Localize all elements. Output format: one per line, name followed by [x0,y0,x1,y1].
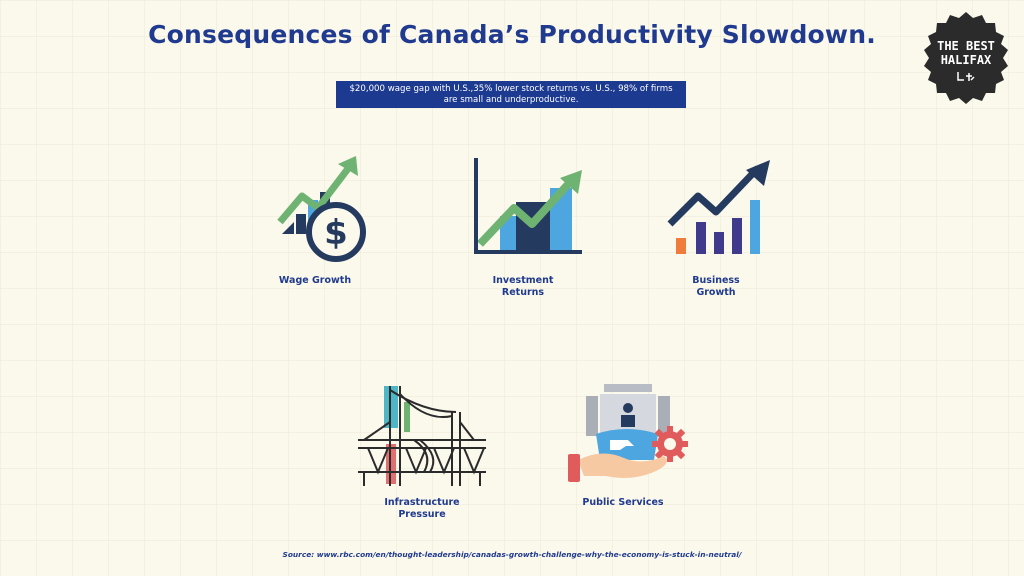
badge-line1: THE BEST [937,39,995,53]
investment-returns-icon [474,158,582,254]
brand-badge: THE BEST HALIFAX [924,12,1008,104]
badge-seal-shape [924,12,1008,104]
label-investment-returns: Investment Returns [492,275,554,298]
label-public-services: Public Services [582,497,664,508]
label-infrastructure-pressure: Infrastructure Pressure [384,497,460,520]
page-title: Consequences of Canada’s Productivity Sl… [148,20,876,49]
infrastructure-bridge-icon [358,386,486,486]
badge-line2: HALIFAX [941,53,992,67]
summary-box: $20,000 wage gap with U.S.,35% lower sto… [336,81,686,108]
badge-doodle-icon [957,72,975,81]
label-business-growth: Business Growth [692,275,740,298]
wage-growth-icon: $ [277,156,366,262]
source-citation: Source: www.rbc.com/en/thought-leadershi… [282,550,742,559]
label-wage-growth: Wage Growth [278,275,352,286]
summary-text: $20,000 wage gap with U.S.,35% lower sto… [349,84,673,105]
svg-text:$: $ [324,213,348,253]
public-services-icon [568,384,688,482]
business-growth-icon [667,160,770,254]
